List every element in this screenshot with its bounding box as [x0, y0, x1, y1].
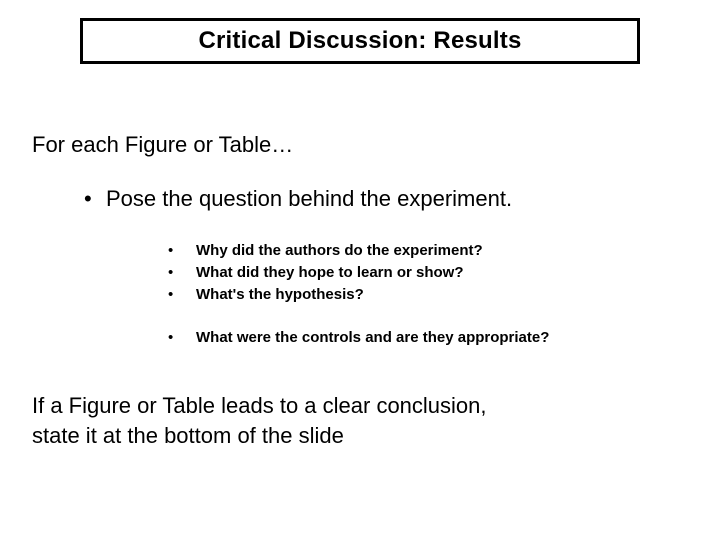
bullet-group-1: •Why did the authors do the experiment? …: [168, 240, 692, 305]
bullet-dot-icon: •: [168, 327, 196, 349]
bullet-level1-text: Pose the question behind the experiment.: [106, 186, 512, 211]
bullet-level2: •What's the hypothesis?: [168, 284, 692, 306]
section-heading: For each Figure or Table…: [32, 132, 692, 158]
bullet-level2-text: What were the controls and are they appr…: [196, 329, 549, 346]
footer-text: If a Figure or Table leads to a clear co…: [32, 391, 692, 450]
bullet-dot-icon: •: [168, 284, 196, 306]
footer-line: If a Figure or Table leads to a clear co…: [32, 391, 692, 421]
bullet-level2: •What were the controls and are they app…: [168, 327, 692, 349]
bullet-group-2: •What were the controls and are they app…: [168, 327, 692, 349]
slide: Critical Discussion: Results For each Fi…: [0, 0, 720, 540]
bullet-dot-icon: •: [84, 186, 106, 212]
slide-title: Critical Discussion: Results: [93, 27, 627, 55]
bullet-level2-text: Why did the authors do the experiment?: [196, 242, 483, 259]
bullet-level2-text: What's the hypothesis?: [196, 286, 364, 303]
bullet-dot-icon: •: [168, 240, 196, 262]
bullet-level2: •Why did the authors do the experiment?: [168, 240, 692, 262]
title-box: Critical Discussion: Results: [80, 18, 640, 64]
footer-line: state it at the bottom of the slide: [32, 421, 692, 451]
bullet-level1: •Pose the question behind the experiment…: [84, 186, 692, 212]
bullet-level2: •What did they hope to learn or show?: [168, 262, 692, 284]
bullet-level2-text: What did they hope to learn or show?: [196, 264, 464, 281]
bullet-dot-icon: •: [168, 262, 196, 284]
